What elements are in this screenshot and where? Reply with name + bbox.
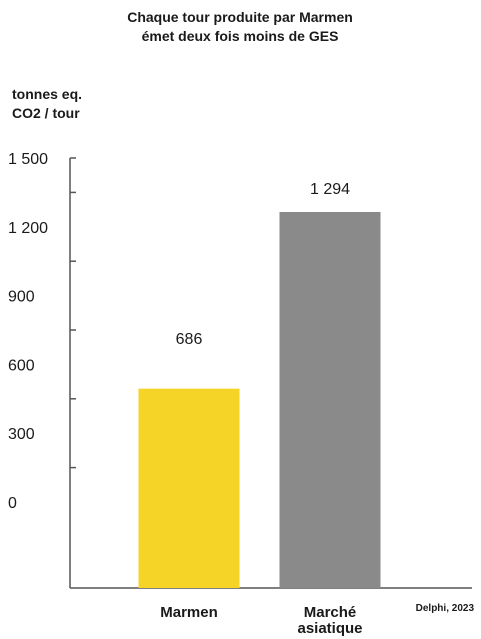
y-axis-label-line: tonnes eq. [12, 86, 82, 102]
source-label: Delphi, 2023 [416, 603, 475, 614]
x-category-label: asiatique [297, 620, 362, 637]
value-labels: 686 1 294 [176, 181, 350, 348]
y-tick-label: 1 200 [8, 220, 48, 237]
source-note: Delphi, 2023 [416, 603, 475, 614]
chart-title: Chaque tour produite par Marmen émet deux… [127, 9, 353, 44]
bar-value-label: 1 294 [310, 181, 350, 198]
y-axis-ticks: 1 500 1 200 900 600 300 0 [8, 151, 76, 512]
bar [138, 388, 240, 588]
x-category-label: Marmen [160, 604, 218, 621]
x-category-label: Marché [304, 604, 357, 621]
bar [279, 212, 381, 588]
chart-title-line: émet deux fois moins de GES [142, 28, 339, 44]
y-axis-unit-label: tonnes eq. CO2 / tour [12, 86, 82, 121]
axes [69, 158, 472, 589]
y-axis-label-line: CO2 / tour [12, 105, 80, 121]
y-tick-label: 300 [8, 426, 35, 443]
chart-title-line: Chaque tour produite par Marmen [127, 9, 353, 25]
bars [138, 212, 381, 588]
y-tick-label: 1 500 [8, 151, 48, 168]
bar-value-label: 686 [176, 331, 203, 348]
y-tick-label: 0 [8, 495, 17, 512]
y-tick-label: 900 [8, 289, 35, 306]
y-tick-label: 600 [8, 357, 35, 374]
